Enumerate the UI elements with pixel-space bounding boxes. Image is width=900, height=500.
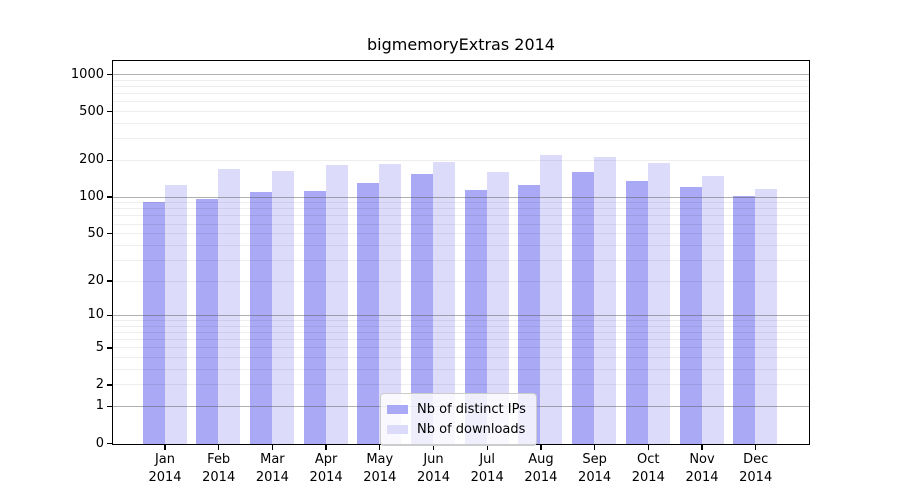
- legend-swatch-distinct-ips: [387, 404, 408, 414]
- x-tick-label-may: May 2014: [363, 452, 397, 485]
- legend-swatch-downloads: [387, 424, 408, 434]
- x-tick-label-nov: Nov 2014: [685, 452, 719, 485]
- x-tick-label-feb: Feb 2014: [202, 452, 236, 485]
- chart-title: bigmemoryExtras 2014: [367, 35, 555, 54]
- x-tick-mark: [164, 445, 166, 450]
- x-tick-mark: [593, 445, 596, 450]
- y-tick-mark: [107, 73, 112, 76]
- y-tick-label: 500: [79, 103, 104, 119]
- x-tick-label-aug: Aug 2014: [524, 452, 558, 485]
- y-tick-label: 200: [79, 152, 104, 168]
- bar-distinct-ips-may: [357, 182, 380, 444]
- y-tick-label: 0: [95, 435, 104, 451]
- x-tick-label-jun: Jun 2014: [416, 452, 451, 485]
- bar-downloads-may: [379, 164, 402, 444]
- x-tick-mark: [325, 445, 327, 450]
- bar-distinct-ips-oct: [625, 181, 648, 444]
- y-tick-mark: [107, 159, 112, 162]
- bar-downloads-jan: [164, 184, 187, 444]
- y-tick-label: 1000: [70, 66, 104, 82]
- bar-downloads-apr: [325, 164, 348, 444]
- x-tick-mark: [755, 445, 757, 450]
- y-tick-mark: [107, 405, 112, 408]
- x-tick-mark: [271, 445, 274, 450]
- bar-distinct-ips-sep: [572, 172, 595, 444]
- x-tick-mark: [647, 445, 649, 450]
- x-tick-mark: [379, 445, 381, 450]
- y-tick-label: 2: [95, 376, 104, 392]
- y-tick-label: 50: [87, 225, 104, 241]
- x-tick-label-apr: Apr 2014: [309, 452, 343, 485]
- x-tick-mark: [486, 445, 488, 450]
- y-tick-mark: [107, 232, 112, 235]
- bar-distinct-ips-feb: [196, 199, 219, 444]
- y-tick-label: 100: [79, 189, 104, 205]
- bar-downloads-nov: [701, 175, 724, 444]
- y-tick-mark: [107, 314, 112, 317]
- x-tick-label-jul: Jul 2014: [470, 452, 504, 485]
- bar-distinct-ips-jan: [142, 202, 165, 444]
- bar-downloads-oct: [647, 162, 670, 444]
- legend-label-downloads: Nb of downloads: [417, 421, 526, 437]
- x-tick-mark: [432, 445, 435, 450]
- bar-distinct-ips-jul: [464, 190, 487, 444]
- x-tick-label-dec: Dec 2014: [739, 452, 773, 485]
- x-tick-label-mar: Mar 2014: [255, 452, 289, 485]
- y-tick-mark: [107, 110, 112, 113]
- bar-distinct-ips-nov: [679, 187, 702, 444]
- legend-label-distinct-ips: Nb of distinct IPs: [417, 401, 526, 417]
- plot-area: Nb of distinct IPs Nb of downloads: [112, 60, 810, 446]
- bar-distinct-ips-aug: [518, 185, 541, 444]
- y-tick-label: 10: [87, 307, 104, 323]
- bar-distinct-ips-apr: [303, 190, 326, 444]
- legend-item-downloads: Nb of downloads: [387, 419, 526, 439]
- y-tick-label: 5: [95, 339, 104, 355]
- bar-downloads-dec: [755, 188, 778, 444]
- x-tick-mark: [540, 445, 542, 450]
- x-tick-label-jan: Jan 2014: [148, 452, 182, 485]
- bar-downloads-jul: [486, 172, 509, 444]
- x-tick-mark: [701, 445, 703, 450]
- bar-downloads-aug: [540, 154, 563, 444]
- bar-downloads-jun: [433, 161, 455, 444]
- bars-layer: [113, 61, 809, 444]
- x-tick-label-sep: Sep 2014: [578, 452, 612, 485]
- y-tick-mark: [107, 347, 112, 349]
- bar-downloads-mar: [271, 171, 294, 444]
- bar-downloads-sep: [594, 157, 617, 444]
- y-tick-label: 1: [95, 398, 104, 414]
- bar-distinct-ips-mar: [249, 191, 272, 444]
- x-tick-label-oct: Oct 2014: [631, 452, 665, 485]
- y-tick-mark: [107, 442, 112, 445]
- bar-distinct-ips-dec: [733, 196, 756, 444]
- bar-downloads-feb: [218, 168, 241, 444]
- legend: Nb of distinct IPs Nb of downloads: [380, 393, 537, 446]
- y-tick-mark: [107, 280, 112, 282]
- x-tick-mark: [218, 445, 220, 450]
- legend-item-distinct-ips: Nb of distinct IPs: [387, 399, 526, 419]
- y-tick-mark: [107, 196, 112, 198]
- bar-distinct-ips-jun: [411, 174, 433, 444]
- y-tick-label: 20: [87, 272, 104, 288]
- y-tick-mark: [107, 384, 112, 386]
